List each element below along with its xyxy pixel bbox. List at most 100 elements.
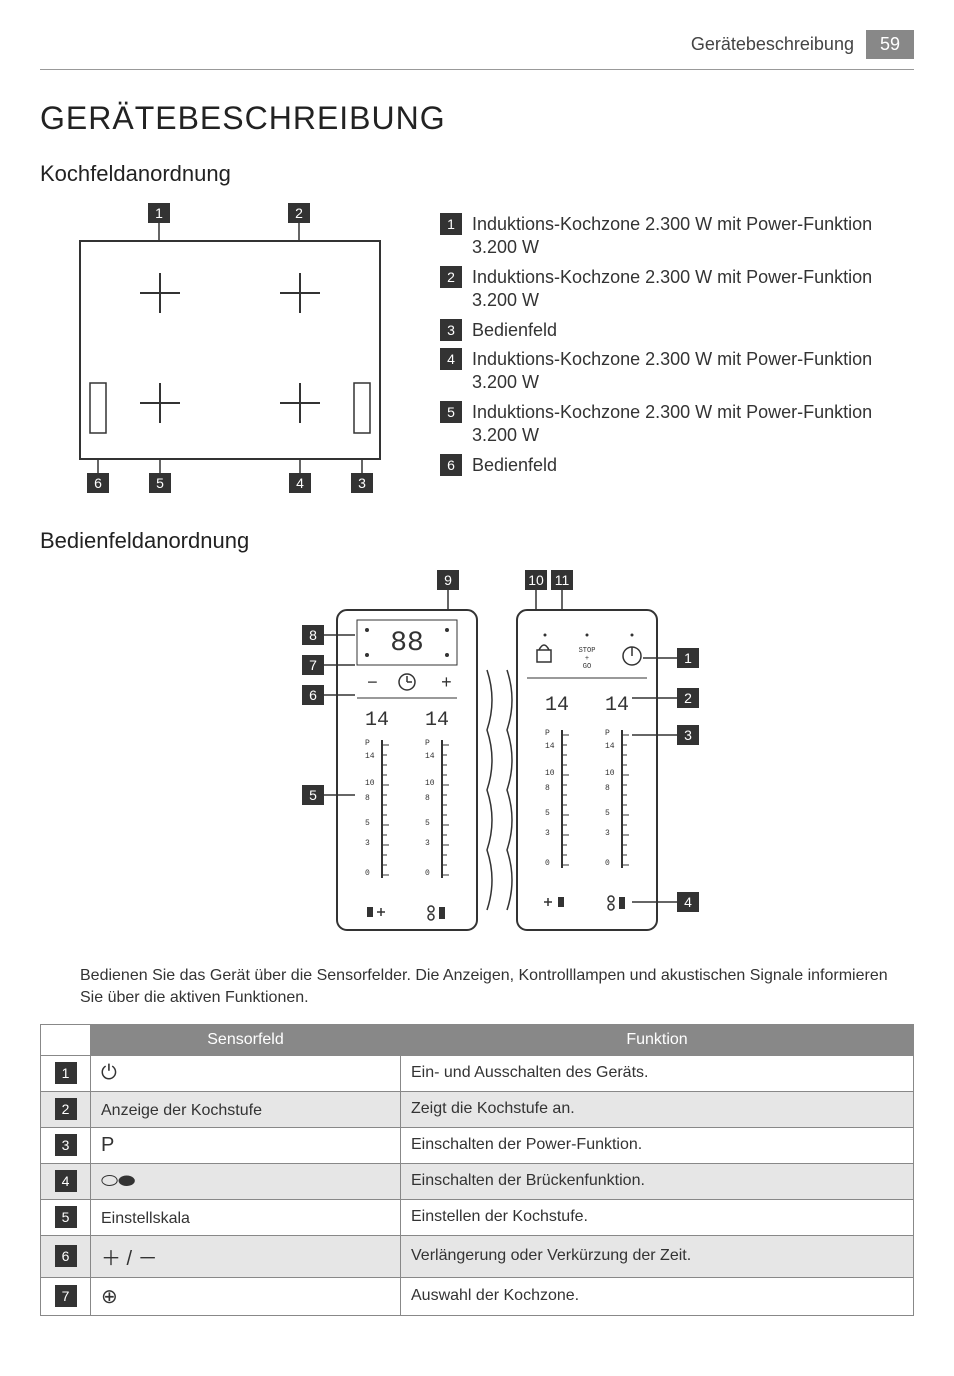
legend-text: Bedienfeld: [472, 454, 557, 477]
svg-text:3: 3: [684, 727, 692, 743]
sensor-text: Einstellskala: [101, 1210, 190, 1227]
svg-text:5: 5: [156, 475, 164, 491]
table-row: 1 ⏻ Ein- und Ausschalten des Geräts.: [41, 1055, 914, 1091]
power-icon: ⏻: [101, 1062, 117, 1084]
table-row: 6 ＋ / － Verlängerung oder Verkürzung der…: [41, 1235, 914, 1277]
kochfeld-section: 1 2 6: [40, 203, 914, 498]
svg-text:3: 3: [365, 839, 370, 848]
row-badge: 3: [55, 1134, 77, 1156]
legend-badge: 1: [440, 213, 462, 235]
svg-text:14: 14: [545, 694, 569, 717]
svg-text:10: 10: [528, 572, 544, 588]
bedienfeld-section: 9 10 11 88 −: [40, 570, 914, 1316]
svg-text:+: +: [441, 674, 452, 694]
svg-text:14: 14: [605, 742, 615, 751]
legend-badge: 5: [440, 401, 462, 423]
svg-text:8: 8: [545, 784, 550, 793]
svg-text:+: +: [585, 655, 589, 663]
page-number: 59: [866, 30, 914, 59]
legend-row: 2 Induktions-Kochzone 2.300 W mit Power-…: [440, 266, 914, 313]
legend-text: Induktions-Kochzone 2.300 W mit Power-Fu…: [472, 213, 914, 260]
svg-text:14: 14: [365, 752, 375, 761]
legend-badge: 4: [440, 348, 462, 370]
table-header-sensor: Sensorfeld: [91, 1024, 401, 1055]
legend-row: 5 Induktions-Kochzone 2.300 W mit Power-…: [440, 401, 914, 448]
svg-text:5: 5: [365, 819, 370, 828]
header-title: Gerätebeschreibung: [691, 34, 854, 55]
svg-text:P: P: [545, 729, 550, 738]
plusminus-icon: ＋ / －: [101, 1248, 158, 1270]
legend-text: Induktions-Kochzone 2.300 W mit Power-Fu…: [472, 348, 914, 395]
kochfeld-section-title: Kochfeldanordnung: [40, 161, 914, 187]
row-badge: 7: [55, 1285, 77, 1307]
svg-text:11: 11: [555, 572, 570, 588]
svg-text:4: 4: [684, 894, 692, 910]
svg-text:14: 14: [545, 742, 555, 751]
legend-text: Induktions-Kochzone 2.300 W mit Power-Fu…: [472, 401, 914, 448]
legend-badge: 2: [440, 266, 462, 288]
legend-text: Bedienfeld: [472, 319, 557, 342]
svg-text:6: 6: [94, 475, 102, 491]
svg-text:88: 88: [390, 628, 424, 659]
svg-text:7: 7: [309, 657, 317, 673]
legend-badge: 3: [440, 319, 462, 341]
svg-text:−: −: [367, 674, 378, 694]
svg-text:5: 5: [309, 787, 317, 803]
svg-text:14: 14: [425, 752, 435, 761]
svg-text:2: 2: [684, 690, 692, 706]
legend-row: 1 Induktions-Kochzone 2.300 W mit Power-…: [440, 213, 914, 260]
row-badge: 4: [55, 1170, 77, 1192]
svg-text:6: 6: [309, 687, 317, 703]
funktion-text: Ein- und Ausschalten des Geräts.: [401, 1055, 914, 1091]
svg-text:5: 5: [425, 819, 430, 828]
svg-text:8: 8: [365, 794, 370, 803]
table-header-funktion: Funktion: [401, 1024, 914, 1055]
table-row: 5 Einstellskala Einstellen der Kochstufe…: [41, 1199, 914, 1235]
funktion-text: Einschalten der Power-Funktion.: [401, 1127, 914, 1163]
funktion-text: Verlängerung oder Verkürzung der Zeit.: [401, 1235, 914, 1277]
table-row: 2 Anzeige der Kochstufe Zeigt die Kochst…: [41, 1091, 914, 1127]
svg-text:5: 5: [545, 809, 550, 818]
svg-text:0: 0: [545, 859, 550, 868]
svg-text:0: 0: [365, 869, 370, 878]
kochfeld-legend: 1 Induktions-Kochzone 2.300 W mit Power-…: [440, 203, 914, 498]
legend-badge: 6: [440, 454, 462, 476]
svg-text:10: 10: [605, 769, 615, 778]
svg-text:2: 2: [295, 205, 303, 221]
svg-text:10: 10: [545, 769, 555, 778]
funktion-text: Einstellen der Kochstufe.: [401, 1199, 914, 1235]
funktion-text: Zeigt die Kochstufe an.: [401, 1091, 914, 1127]
row-badge: 1: [55, 1062, 77, 1084]
svg-text:10: 10: [425, 779, 435, 788]
svg-text:10: 10: [365, 779, 375, 788]
legend-row: 3 Bedienfeld: [440, 319, 914, 342]
svg-text:9: 9: [444, 572, 452, 588]
row-badge: 6: [55, 1245, 77, 1267]
svg-text:3: 3: [605, 829, 610, 838]
svg-text:8: 8: [425, 794, 430, 803]
svg-text:5: 5: [605, 809, 610, 818]
svg-text:3: 3: [425, 839, 430, 848]
svg-text:STOP: STOP: [579, 647, 596, 655]
sensor-table: Sensorfeld Funktion 1 ⏻ Ein- und Ausscha…: [40, 1024, 914, 1316]
svg-text:8: 8: [605, 784, 610, 793]
svg-text:P: P: [605, 729, 610, 738]
svg-text:8: 8: [309, 627, 317, 643]
svg-text:14: 14: [425, 709, 449, 732]
legend-row: 6 Bedienfeld: [440, 454, 914, 477]
page-title: GERÄTEBESCHREIBUNG: [40, 100, 914, 137]
svg-text:1: 1: [155, 205, 163, 221]
svg-text:P: P: [365, 739, 370, 748]
sensor-text: Anzeige der Kochstufe: [101, 1102, 262, 1119]
svg-text:P: P: [425, 739, 430, 748]
instruction-text: Bedienen Sie das Gerät über die Sensorfe…: [80, 965, 914, 1010]
bridge-icon: ⬭⬬: [101, 1170, 135, 1192]
svg-text:0: 0: [425, 869, 430, 878]
svg-text:4: 4: [296, 475, 304, 491]
svg-text:0: 0: [605, 859, 610, 868]
row-badge: 5: [55, 1206, 77, 1228]
clock-icon: ⊕: [101, 1286, 118, 1308]
legend-text: Induktions-Kochzone 2.300 W mit Power-Fu…: [472, 266, 914, 313]
table-header-blank: [41, 1024, 91, 1055]
svg-text:GO: GO: [583, 663, 591, 671]
